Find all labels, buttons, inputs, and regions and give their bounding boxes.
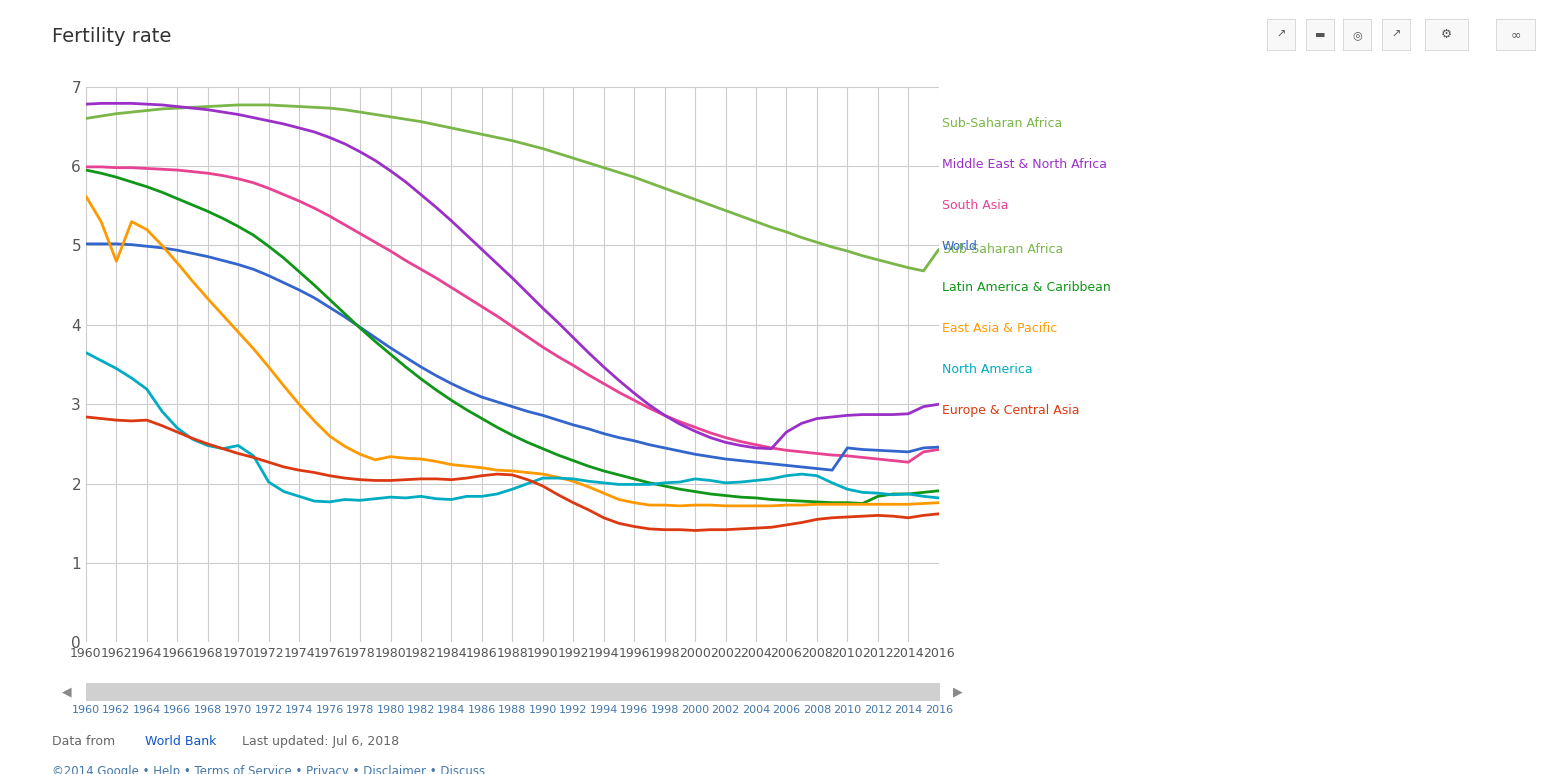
Text: ▶: ▶ <box>953 686 962 698</box>
Text: Data from: Data from <box>52 735 119 748</box>
Text: ↗: ↗ <box>1276 30 1286 39</box>
Text: ↗: ↗ <box>1392 30 1401 39</box>
Text: ◎: ◎ <box>1353 30 1362 39</box>
Text: World: World <box>942 241 978 253</box>
Text: East Asia & Pacific: East Asia & Pacific <box>942 323 1057 335</box>
Text: World Bank: World Bank <box>145 735 217 748</box>
Text: Last updated: Jul 6, 2018: Last updated: Jul 6, 2018 <box>230 735 398 748</box>
Text: Europe & Central Asia: Europe & Central Asia <box>942 405 1079 417</box>
Text: ©2014 Google • Help • Terms of Service • Privacy • Disclaimer • Discuss: ©2014 Google • Help • Terms of Service •… <box>52 765 484 774</box>
Text: Middle East & North Africa: Middle East & North Africa <box>942 159 1107 171</box>
Text: Sub-Saharan Africa: Sub-Saharan Africa <box>943 243 1064 256</box>
Text: ∞: ∞ <box>1510 29 1521 41</box>
Text: ◀: ◀ <box>62 686 72 698</box>
Text: North America: North America <box>942 364 1032 376</box>
Text: ▬: ▬ <box>1315 30 1325 39</box>
Text: Latin America & Caribbean: Latin America & Caribbean <box>942 282 1111 294</box>
Text: South Asia: South Asia <box>942 200 1009 212</box>
Text: Sub-Saharan Africa: Sub-Saharan Africa <box>942 118 1062 130</box>
Text: Fertility rate: Fertility rate <box>52 27 170 46</box>
Text: ⚙: ⚙ <box>1440 29 1453 41</box>
